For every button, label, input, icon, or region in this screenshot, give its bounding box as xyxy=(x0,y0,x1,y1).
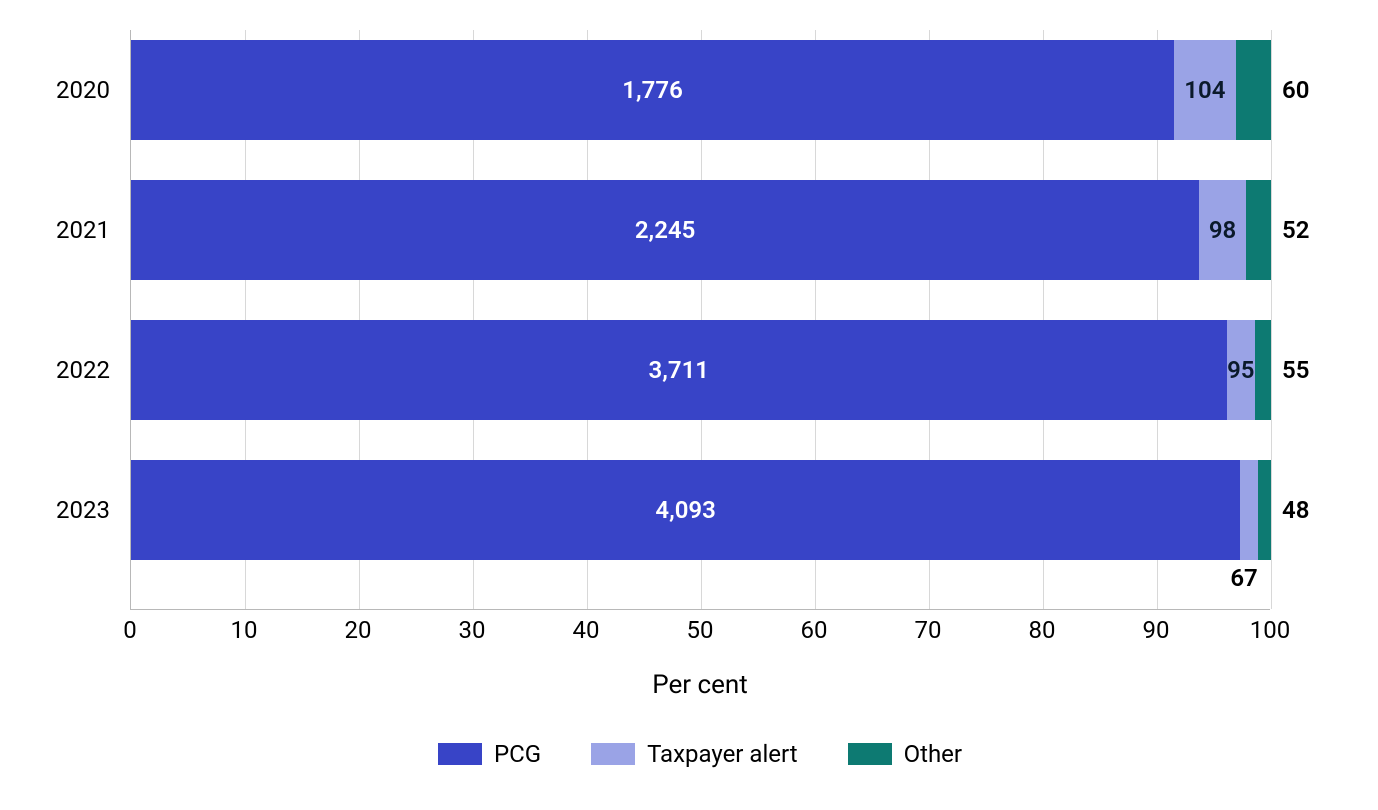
bar-segment: 95 xyxy=(1227,320,1256,420)
stacked-bar-chart: 1,776 104 2,245 98 3,711 95 4,093 Per cent PCG… xyxy=(0,0,1378,810)
bar-segment-label: 67 xyxy=(1230,564,1257,592)
bar-row: 4,093 xyxy=(131,460,1270,560)
bar-segment: 98 xyxy=(1199,180,1246,280)
legend-swatch xyxy=(591,743,635,765)
y-tick-label: 2020 xyxy=(0,78,110,102)
bar-segment xyxy=(1240,460,1258,560)
bar-segment xyxy=(1246,180,1271,280)
x-tick-label: 20 xyxy=(328,616,388,644)
x-tick-label: 80 xyxy=(1012,616,1072,644)
bar-segment: 1,776 xyxy=(131,40,1174,140)
bar-row: 1,776 104 xyxy=(131,40,1270,140)
bar-segment-label: 48 xyxy=(1282,496,1309,524)
bar-segment xyxy=(1255,320,1271,420)
bar-segment-label: 104 xyxy=(1184,76,1225,104)
bar-segment-label: 52 xyxy=(1282,216,1309,244)
legend-label: Taxpayer alert xyxy=(647,740,798,768)
x-tick-label: 100 xyxy=(1240,616,1300,644)
bar-segment xyxy=(1236,40,1271,140)
x-tick-label: 60 xyxy=(784,616,844,644)
bar-row: 3,711 95 xyxy=(131,320,1270,420)
x-tick-label: 90 xyxy=(1126,616,1186,644)
bar-segment-label: 2,245 xyxy=(635,216,695,244)
legend-swatch xyxy=(848,743,892,765)
y-tick-label: 2023 xyxy=(0,498,110,522)
bar-segment-label: 4,093 xyxy=(655,496,715,524)
x-tick-label: 30 xyxy=(442,616,502,644)
bar-segment: 2,245 xyxy=(131,180,1199,280)
bar-segment xyxy=(1258,460,1271,560)
legend-item: Taxpayer alert xyxy=(591,740,798,768)
x-axis-title: Per cent xyxy=(130,670,1270,700)
plot-area: 1,776 104 2,245 98 3,711 95 4,093 xyxy=(130,30,1270,610)
legend-item: PCG xyxy=(438,740,541,768)
bar-row: 2,245 98 xyxy=(131,180,1270,280)
bar-segment-label: 98 xyxy=(1209,216,1236,244)
legend-label: PCG xyxy=(494,740,541,768)
bar-segment-label: 55 xyxy=(1282,356,1309,384)
legend-label: Other xyxy=(904,740,962,768)
x-tick-label: 10 xyxy=(214,616,274,644)
gridline xyxy=(1271,30,1272,609)
bar-segment-label: 1,776 xyxy=(622,76,682,104)
y-tick-label: 2022 xyxy=(0,358,110,382)
x-tick-label: 50 xyxy=(670,616,730,644)
bar-segment: 3,711 xyxy=(131,320,1227,420)
legend-item: Other xyxy=(848,740,962,768)
bar-segment-label: 3,711 xyxy=(649,356,709,384)
legend: PCG Taxpayer alert Other xyxy=(130,740,1270,768)
x-tick-label: 70 xyxy=(898,616,958,644)
y-tick-label: 2021 xyxy=(0,218,110,242)
x-tick-label: 0 xyxy=(100,616,160,644)
bar-segment: 104 xyxy=(1174,40,1236,140)
bar-segment: 4,093 xyxy=(131,460,1240,560)
bar-segment-label: 95 xyxy=(1227,356,1254,384)
x-tick-label: 40 xyxy=(556,616,616,644)
bar-segment-label: 60 xyxy=(1282,76,1309,104)
legend-swatch xyxy=(438,743,482,765)
